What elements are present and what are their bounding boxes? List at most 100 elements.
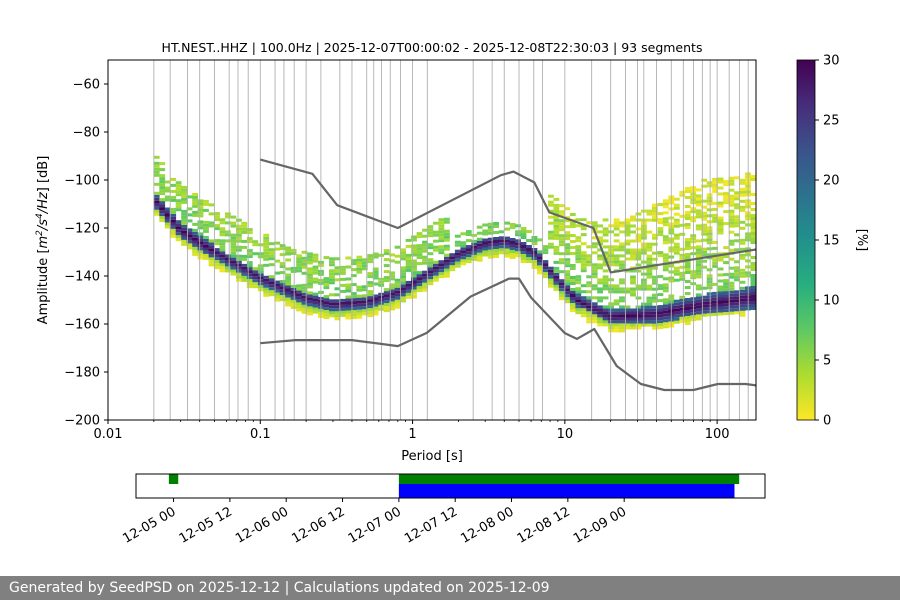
heatmap-cell: [553, 284, 560, 288]
heatmap-cell: [290, 305, 297, 309]
heatmap-cell: [635, 239, 642, 243]
heatmap-cell: [564, 252, 571, 256]
heatmap-cell: [635, 308, 642, 312]
heatmap-cell: [476, 237, 483, 241]
heatmap-cell: [405, 262, 412, 266]
heatmap-cell: [192, 213, 198, 217]
heatmap-cell: [192, 204, 198, 208]
heatmap-cell: [597, 296, 603, 300]
heatmap-cell: [170, 177, 177, 181]
heatmap-cell: [750, 193, 756, 196]
heatmap-cell: [652, 281, 658, 285]
heatmap-cell: [444, 256, 450, 260]
heatmap-cell: [679, 271, 686, 275]
heatmap-cell: [558, 270, 565, 274]
heatmap-cell: [301, 304, 308, 308]
heatmap-cell: [597, 311, 603, 315]
heatmap-cell: [449, 265, 456, 269]
heatmap-cell: [301, 262, 308, 266]
heatmap-cell: [290, 251, 297, 255]
heatmap-cell: [367, 311, 374, 315]
heatmap-cell: [471, 251, 478, 255]
heatmap-cell: [717, 267, 724, 271]
heatmap-cell: [750, 268, 756, 271]
heatmap-cell: [263, 281, 270, 285]
heatmap-cell: [356, 267, 363, 271]
heatmap-cell: [301, 292, 308, 296]
heatmap-cell: [750, 292, 756, 295]
heatmap-cell: [422, 258, 428, 262]
heatmap-cell: [219, 266, 226, 270]
heatmap-cell: [159, 177, 166, 181]
heatmap-cell: [236, 248, 242, 252]
heatmap-cell: [422, 270, 428, 274]
heatmap-cell: [569, 276, 576, 279]
heatmap-cell: [597, 308, 603, 312]
heatmap-cell: [701, 247, 708, 251]
heatmap-cell: [597, 317, 603, 321]
heatmap-cell: [515, 245, 521, 249]
heatmap-cell: [728, 221, 735, 225]
heatmap-cell: [734, 278, 740, 282]
x-axis-label: Period [s]: [401, 449, 463, 464]
heatmap-cell: [356, 285, 363, 289]
heatmap-cell: [383, 270, 390, 274]
heatmap-cell: [531, 266, 538, 269]
heatmap-cell: [186, 243, 193, 247]
heatmap-cell: [241, 278, 248, 282]
heatmap-cell: [701, 250, 708, 254]
heatmap-cell: [586, 221, 593, 225]
heatmap-cell: [646, 320, 653, 324]
heatmap-cell: [684, 226, 691, 229]
heatmap-cell: [734, 311, 740, 315]
heatmap-cell: [181, 191, 187, 195]
heatmap-cell: [471, 239, 478, 243]
heatmap-cell: [263, 263, 270, 267]
heatmap-cell: [296, 269, 302, 273]
heatmap-cell: [411, 262, 417, 266]
heatmap-cell: [591, 305, 598, 309]
axes-ticks: 0.01 0.1 1 10 100−200−180−160−140−120−100−80…: [64, 78, 729, 443]
heatmap-cell: [312, 298, 319, 302]
heatmap-cell: [312, 304, 319, 308]
heatmap-cell: [285, 282, 291, 286]
heatmap-cell: [296, 254, 302, 258]
heatmap-cell: [662, 319, 669, 323]
heatmap-cell: [230, 254, 237, 258]
heatmap-cell: [296, 290, 302, 294]
heatmap-cell: [564, 219, 571, 223]
heatmap-cell: [356, 297, 363, 301]
heatmap-cell: [575, 278, 582, 282]
heatmap-cell: [602, 278, 609, 282]
heatmap-cell: [153, 203, 160, 207]
heatmap-cell: [329, 278, 335, 282]
heatmap-cell: [164, 189, 171, 193]
heatmap-cell: [619, 329, 625, 333]
heatmap-cell: [487, 255, 494, 259]
heatmap-cell: [290, 287, 297, 291]
heatmap-cell: [564, 279, 571, 283]
heatmap-cell: [230, 233, 237, 237]
heatmap-cell: [526, 260, 532, 263]
heatmap-cell: [334, 287, 341, 291]
heatmap-cell: [679, 256, 686, 260]
time-tick-label: 12-08 00: [458, 504, 516, 546]
heatmap-cell: [476, 231, 483, 235]
heatmap-cell: [635, 248, 642, 252]
heatmap-cell: [203, 223, 209, 227]
heatmap-cell: [186, 231, 193, 235]
heatmap-cell: [296, 302, 302, 306]
heatmap-cell: [285, 288, 291, 292]
heatmap-cell: [619, 308, 625, 312]
heatmap-cell: [214, 227, 220, 231]
heatmap-cell: [181, 233, 187, 237]
heatmap-cell: [602, 317, 609, 321]
heatmap-cell: [252, 243, 259, 247]
heatmap-cell: [706, 208, 713, 212]
heatmap-cell: [405, 253, 412, 257]
heatmap-cell: [175, 190, 182, 194]
heatmap-cell: [673, 305, 680, 309]
heatmap-cell: [241, 257, 248, 261]
heatmap-cell: [400, 272, 406, 276]
heatmap-cell: [673, 221, 680, 225]
